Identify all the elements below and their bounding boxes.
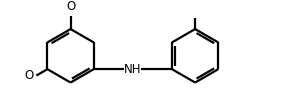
Text: NH: NH: [124, 63, 142, 76]
Text: O: O: [66, 0, 75, 13]
Text: O: O: [24, 69, 33, 82]
